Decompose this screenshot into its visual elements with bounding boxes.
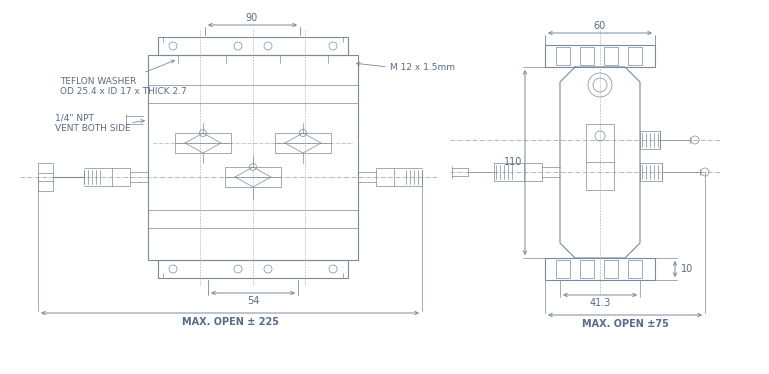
Bar bbox=[38, 163, 53, 191]
Text: 54: 54 bbox=[247, 296, 259, 306]
Bar bbox=[580, 260, 594, 278]
Bar bbox=[275, 133, 331, 153]
Bar bbox=[604, 47, 618, 65]
Text: TEFLON WASHER
OD 25.4 x ID 17 x THICK 2.7: TEFLON WASHER OD 25.4 x ID 17 x THICK 2.… bbox=[60, 77, 187, 96]
Bar bbox=[175, 133, 231, 153]
Bar bbox=[586, 124, 614, 190]
Text: M 12 x 1.5mm: M 12 x 1.5mm bbox=[390, 62, 455, 71]
Bar bbox=[376, 168, 394, 186]
Bar bbox=[580, 47, 594, 65]
Bar bbox=[556, 260, 570, 278]
Bar bbox=[225, 167, 281, 187]
Bar bbox=[640, 163, 662, 181]
Text: 110: 110 bbox=[504, 157, 522, 167]
Bar bbox=[524, 163, 542, 181]
Text: 10: 10 bbox=[681, 264, 693, 274]
Bar bbox=[556, 47, 570, 65]
Bar bbox=[640, 131, 660, 149]
Bar bbox=[158, 37, 348, 55]
Bar bbox=[148, 55, 358, 260]
Bar bbox=[545, 45, 655, 67]
Bar bbox=[628, 260, 642, 278]
Text: 41.3: 41.3 bbox=[589, 298, 611, 308]
Bar bbox=[604, 260, 618, 278]
Text: 90: 90 bbox=[246, 13, 258, 23]
Bar bbox=[158, 260, 348, 278]
Text: 60: 60 bbox=[594, 21, 606, 31]
Bar bbox=[112, 168, 130, 186]
Bar bbox=[545, 258, 655, 280]
Text: MAX. OPEN ±75: MAX. OPEN ±75 bbox=[581, 319, 668, 329]
Text: MAX. OPEN ± 225: MAX. OPEN ± 225 bbox=[181, 317, 278, 327]
Bar bbox=[628, 47, 642, 65]
Text: 1/4" NPT
VENT BOTH SIDE: 1/4" NPT VENT BOTH SIDE bbox=[55, 113, 131, 133]
